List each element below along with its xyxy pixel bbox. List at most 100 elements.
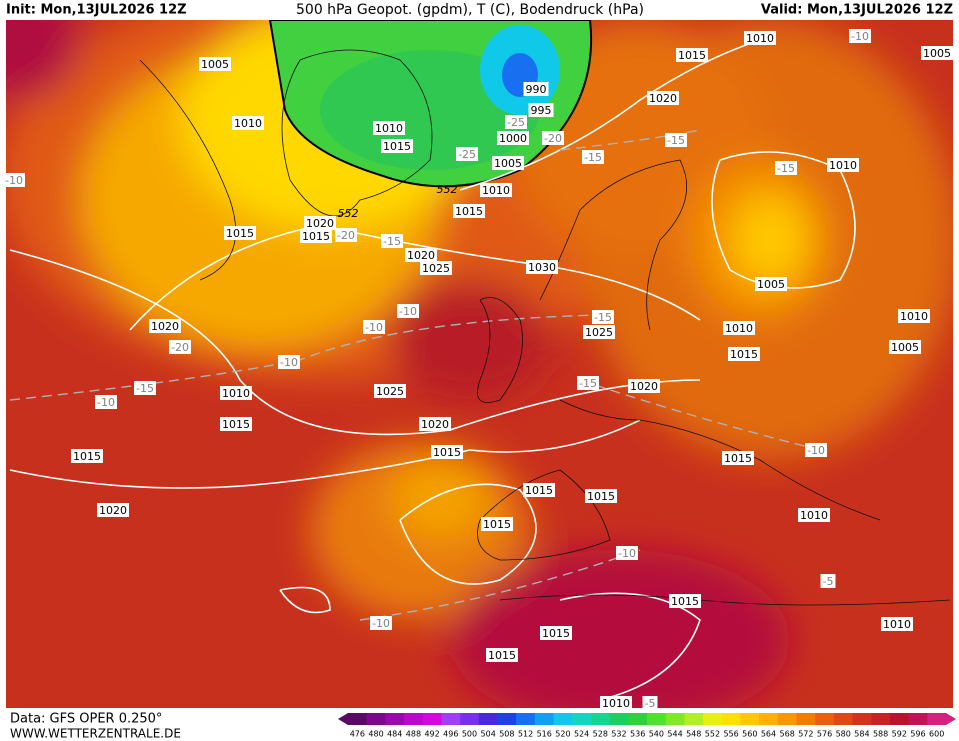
isobars [9,39,856,701]
colorbar-label: 592 [892,730,907,739]
pressure-label-box [149,319,181,333]
pressure-label: 1015 [481,517,513,531]
pressure-label: 1025 [374,384,406,398]
temperature-label: -15 [592,310,614,324]
map-title: 500 hPa Geopot. (gpdm), T (C), Bodendruc… [296,2,644,18]
pressure-label-text: 1010 [900,310,928,323]
pressure-label-text: 1010 [375,122,403,135]
colorbar-arrow-left [338,713,348,725]
pressure-label-text: 1020 [630,380,658,393]
pressure-label-box [540,626,572,640]
colorbar-label: 524 [574,730,589,739]
temperature-label-text: -10 [5,174,23,187]
pressure-label: 1015 [453,204,485,218]
pressure-label: 1020 [97,503,129,517]
temperature-label: -15 [134,381,156,395]
temperature-label-text: -10 [807,444,825,457]
temperature-label-box [805,443,827,457]
geopotential-label: 552 [338,207,359,220]
pressure-label-box [722,451,754,465]
pressure-label-box [481,517,513,531]
pressure-label-box [647,91,679,105]
colorbar-swatch [684,713,704,725]
pressure-label: 1030 [526,260,558,274]
temperature-label-text: -10 [365,321,383,334]
pressure-label: 1015 [523,483,555,497]
pressure-label: 1015 [300,229,332,243]
colorbar-swatch [590,713,611,725]
pressure-label-text: 1015 [587,490,615,503]
valid-time: Valid: Mon,13JUL2026 12Z [761,3,953,18]
pressure-label-text: 1015 [222,418,250,431]
pressure-label: 1010 [373,121,405,135]
pressure-label-box [224,226,256,240]
colorbar-label: 552 [705,730,720,739]
colorbar-swatch [572,713,592,725]
temperature-label-box [397,304,419,318]
pressure-label: 1020 [149,319,181,333]
pressure-label-box [827,158,859,172]
pressure-label-box [889,340,921,354]
temperature-label-text: -15 [777,162,795,175]
pressure-label-text: 1030 [528,261,556,274]
colorbar-label: 480 [368,730,383,739]
pressure-label: 1005 [889,340,921,354]
pressure-label-box [419,417,451,431]
geopotential-label: 552 [437,183,458,196]
temperature-label: -5 [642,696,658,710]
temperature-label-box [335,228,357,242]
pressure-label: 995 [528,103,554,117]
colorbar-label: 544 [667,730,682,739]
pressure-label-box [585,489,617,503]
pressure-label: 1005 [755,277,787,291]
colorbar-label: 536 [630,730,645,739]
pressure-label-text: 1005 [923,47,951,60]
temperature-label-text: -15 [383,235,401,248]
colorbar-swatch [852,713,872,725]
pressure-label: 1000 [497,131,529,145]
temperature-label-box [169,340,191,354]
pressure-label-box [405,248,437,262]
pressure-label-box [480,183,512,197]
pressure-label: 1005 [921,46,953,60]
temperature-label-box [134,381,156,395]
pressure-label: 1010 [744,31,776,45]
pressure-label: 1015 [669,594,701,608]
colorbar-label: 548 [686,730,701,739]
pressure-label-box [71,449,103,463]
pressure-label-text: 1015 [671,595,699,608]
pressure-label: 1015 [224,226,256,240]
pressure-label-box [628,379,660,393]
temperature-label-box [456,147,478,161]
colorbar-swatch [478,713,498,725]
colorbar-swatch [534,713,555,725]
temperature-label: -5 [820,574,836,588]
pressure-label-text: 1005 [891,341,919,354]
pressure-label-box [583,325,615,339]
pressure-label-text: 1010 [829,159,857,172]
pressure-label-text: 1010 [725,322,753,335]
pressure-label-text: 1015 [455,205,483,218]
temperature-label: -25 [456,147,478,161]
pressure-label-text: 1015 [730,348,758,361]
temperature-label: -20 [335,228,357,242]
temperature-label: -10 [616,546,638,560]
pressure-label: 1020 [647,91,679,105]
temperature-label: -25 [505,115,527,129]
temperature-label: -15 [775,161,797,175]
pressure-label-text: 1020 [151,320,179,333]
pressure-label: 1020 [628,379,660,393]
pressure-label-text: 1005 [494,157,522,170]
temperature-label-text: -5 [823,575,834,588]
pressure-label: 1015 [676,48,708,62]
temperature-label: -10 [370,616,392,630]
temperature-label: -15 [381,234,403,248]
colorbar-swatch [927,713,947,725]
pressure-label: 1015 [486,648,518,662]
temperature-label-text: -20 [544,132,562,145]
pressure-label: 1010 [827,158,859,172]
pressure-label-box [453,204,485,218]
temperature-label-box [370,616,392,630]
